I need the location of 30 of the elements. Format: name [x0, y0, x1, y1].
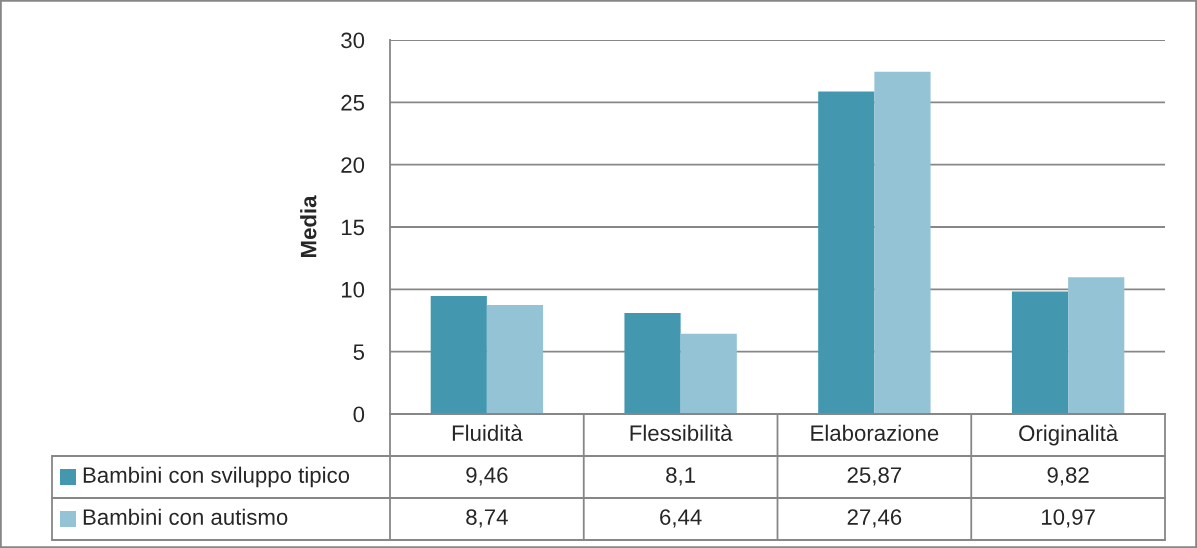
- x-tick-label: Originalità: [1019, 424, 1119, 446]
- y-tick-label: 20: [341, 157, 365, 173]
- y-tick-label: 5: [353, 344, 365, 360]
- bar: [1011, 291, 1069, 414]
- data-label: 9,82: [1047, 467, 1089, 486]
- bar: [874, 71, 931, 414]
- x-tick-label: Flessibilità: [630, 424, 733, 441]
- y-tick-label: 15: [341, 219, 365, 236]
- bar: [680, 333, 737, 414]
- y-tick-label: 10: [341, 281, 365, 298]
- bar: [624, 313, 681, 414]
- bar: [1068, 277, 1125, 414]
- y-axis-title: Media: [300, 195, 317, 257]
- x-tick-label: Elaborazione: [811, 424, 939, 441]
- data-label: 6,44: [660, 509, 702, 528]
- legend-label: Bambini con autismo: [83, 508, 288, 525]
- data-label: 25,87: [847, 467, 902, 486]
- y-tick-label: 0: [353, 406, 365, 423]
- x-tick-label: Fluidità: [452, 424, 523, 441]
- data-label: 8,74: [466, 509, 508, 528]
- legend-label: Bambini con sviluppo tipico: [83, 466, 350, 488]
- y-tick-label: 25: [341, 94, 365, 111]
- data-label: 8,1: [666, 467, 695, 486]
- bar: [430, 296, 487, 414]
- y-tick-label: 30: [341, 32, 365, 49]
- data-label: 9,46: [466, 467, 508, 486]
- data-label: 27,46: [847, 509, 902, 528]
- bar: [818, 91, 875, 414]
- data-label: 10,97: [1042, 509, 1095, 528]
- bar: [486, 305, 544, 414]
